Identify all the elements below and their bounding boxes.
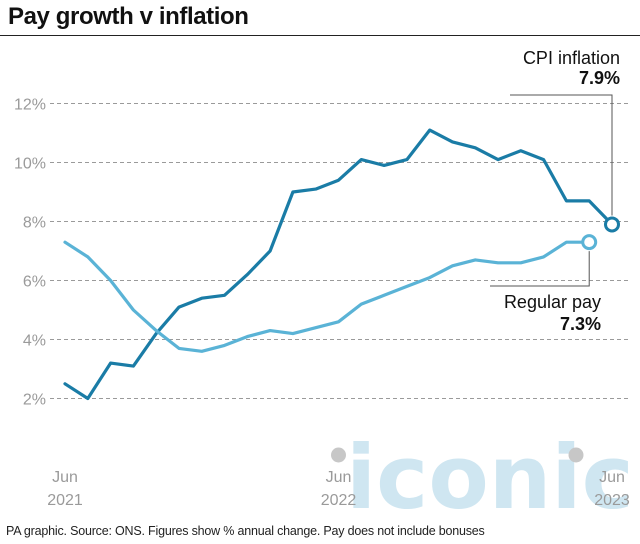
x-tick-label: Jun [326,469,352,486]
x-tick-label: 2022 [321,492,357,509]
cpi-inflation-line [63,128,614,401]
x-tick-label: 2023 [594,492,630,509]
iconic-watermark: iconic [346,426,634,529]
gridlines [50,103,630,399]
cpi-series-name: CPI inflation [523,48,620,68]
chart-title: Pay growth v inflation [8,3,249,30]
pay-series-name: Regular pay [504,292,601,312]
pay-end-value: 7.3% [560,314,601,334]
pay-callout-leader [490,251,590,287]
cpi-callout-leader [510,94,613,216]
y-tick-label-6: 6% [23,274,46,291]
y-tick-label-8: 8% [23,215,46,232]
x-tick-label: Jun [52,469,78,486]
regular-pay-end-marker [581,234,598,251]
source-footnote: PA graphic. Source: ONS. Figures show % … [6,524,485,538]
cpi-inflation-end-marker [604,216,620,233]
x-tick-label: 2021 [47,492,83,509]
y-tick-label-12: 12% [14,97,46,114]
x-tick-label: Jun [599,469,625,486]
x-tick-marker [331,447,346,463]
y-axis-tick-labels: 2% 4% 6% 8% 10% 12% [14,97,46,409]
regular-pay-line [63,240,591,353]
y-tick-label-4: 4% [23,333,46,350]
watermark-text: iconic [346,426,634,529]
x-axis-tick-labels: Jun 2021 Jun 2022 Jun 2023 [47,447,630,509]
title-rule [0,35,640,36]
x-tick-marker [568,447,584,463]
y-tick-label-10: 10% [14,156,46,173]
series-lines [63,128,620,401]
y-tick-label-2: 2% [23,392,46,409]
cpi-end-value: 7.9% [579,68,620,88]
